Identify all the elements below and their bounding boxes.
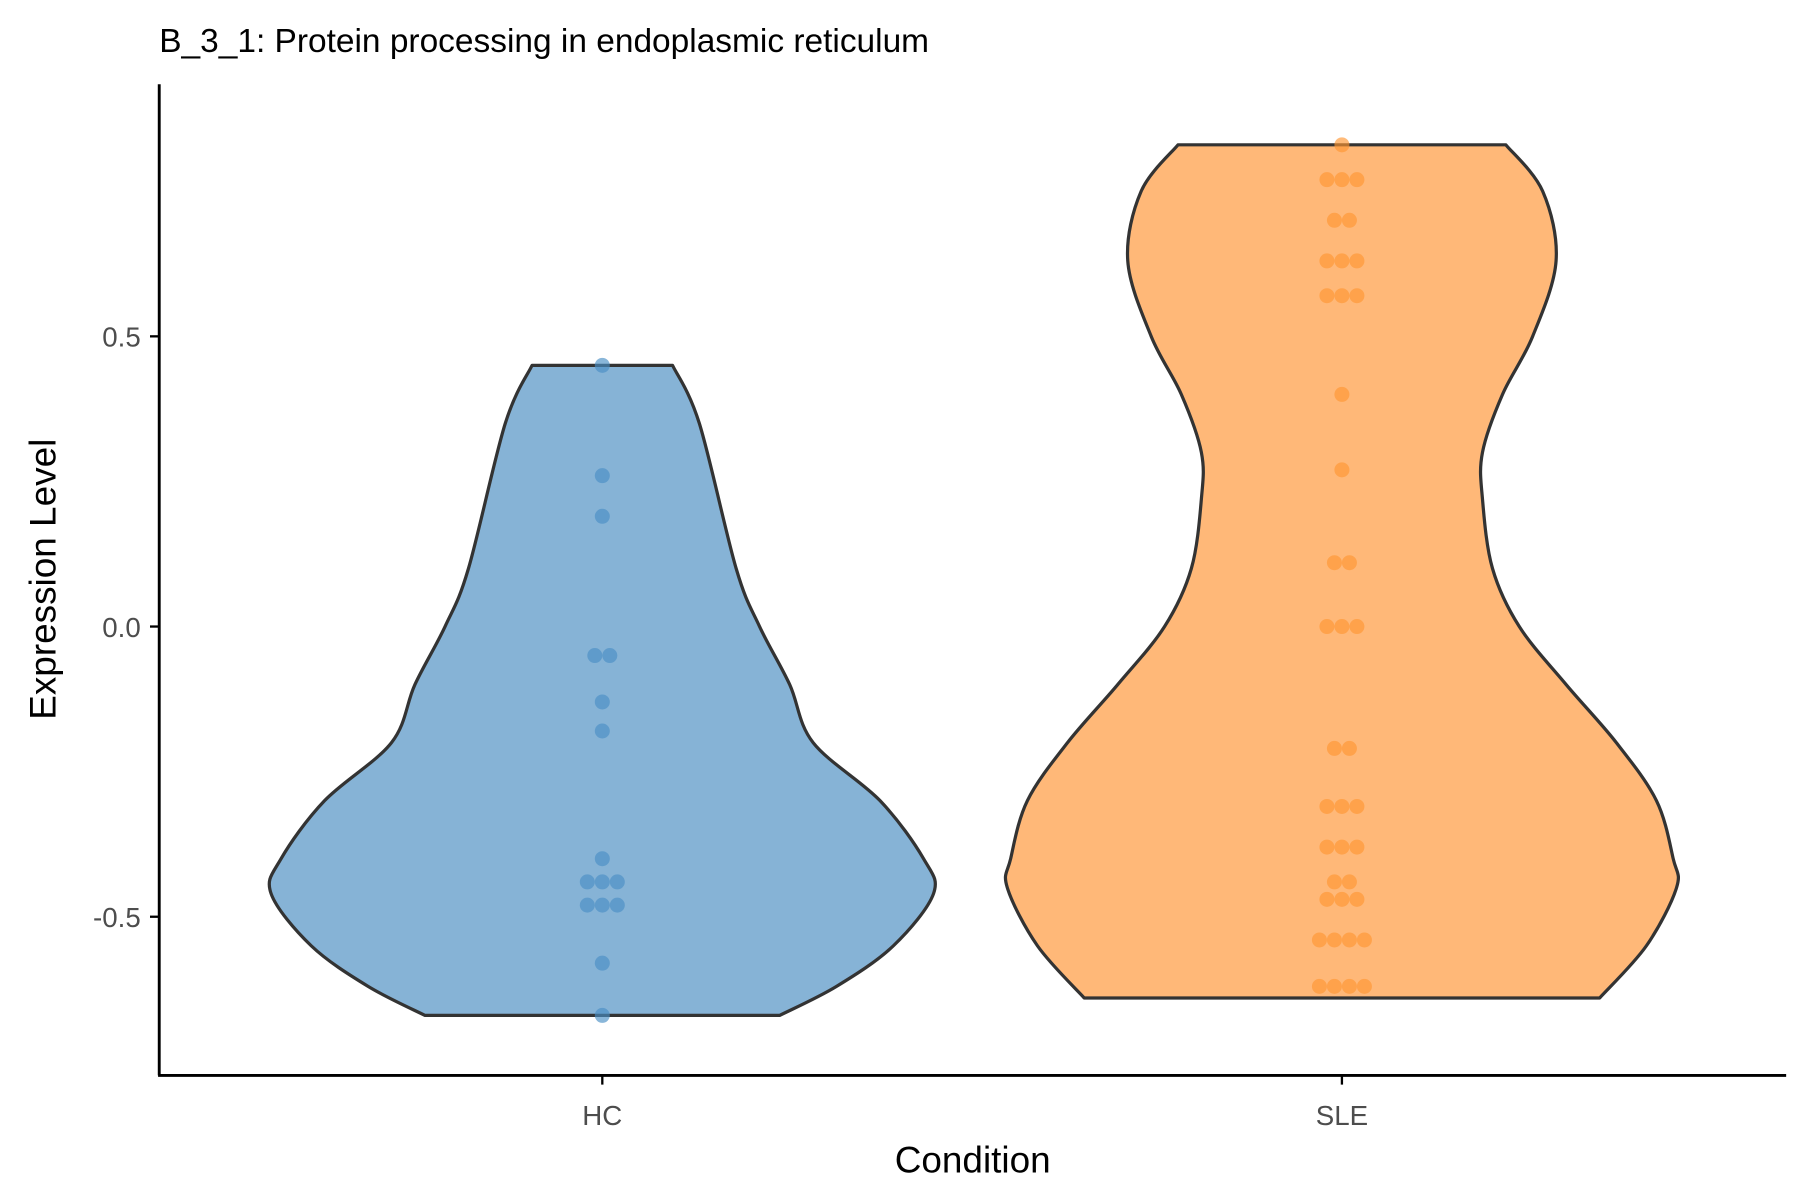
x-ticks: HC SLE <box>582 1075 1368 1131</box>
data-point-sle <box>1326 212 1342 228</box>
data-point-sle <box>1319 798 1335 814</box>
data-point-sle <box>1311 978 1327 994</box>
data-point-sle <box>1341 932 1357 948</box>
data-point-sle <box>1356 932 1372 948</box>
data-point-sle <box>1341 978 1357 994</box>
data-points <box>579 137 1372 1023</box>
data-point-sle <box>1334 798 1350 814</box>
data-point-sle <box>1341 740 1357 756</box>
y-axis-label: Expression Level <box>22 439 63 720</box>
data-point-hc <box>594 955 610 971</box>
x-tick-label-hc: HC <box>582 1100 622 1131</box>
data-point-sle <box>1326 978 1342 994</box>
data-point-sle <box>1326 740 1342 756</box>
chart-title: B_3_1: Protein processing in endoplasmic… <box>159 23 929 60</box>
data-point-sle <box>1349 253 1365 269</box>
y-tick-label: 0.0 <box>102 612 141 643</box>
data-point-hc <box>594 508 610 524</box>
y-ticks: -0.5 0.0 0.5 <box>93 322 160 933</box>
y-tick-label: 0.5 <box>102 322 141 353</box>
data-point-hc <box>602 648 618 664</box>
data-point-hc <box>594 694 610 710</box>
violins <box>267 143 1680 1018</box>
data-point-sle <box>1349 619 1365 635</box>
data-point-hc <box>587 648 603 664</box>
data-point-hc <box>579 897 595 913</box>
data-point-sle <box>1319 839 1335 855</box>
data-point-sle <box>1326 555 1342 571</box>
data-point-sle <box>1356 978 1372 994</box>
data-point-sle <box>1349 172 1365 188</box>
data-point-sle <box>1311 932 1327 948</box>
data-point-sle <box>1341 212 1357 228</box>
data-point-sle <box>1319 619 1335 635</box>
data-point-sle <box>1334 288 1350 304</box>
data-point-sle <box>1349 288 1365 304</box>
y-tick-label: -0.5 <box>93 902 141 933</box>
data-point-hc <box>594 874 610 890</box>
data-point-sle <box>1349 839 1365 855</box>
data-point-hc <box>594 1007 610 1023</box>
data-point-sle <box>1341 874 1357 890</box>
violin-sle <box>1003 143 1680 1000</box>
data-point-sle <box>1334 619 1350 635</box>
data-point-sle <box>1334 839 1350 855</box>
data-point-sle <box>1334 462 1350 478</box>
data-point-hc <box>594 723 610 739</box>
data-point-hc <box>579 874 595 890</box>
data-point-sle <box>1341 555 1357 571</box>
data-point-sle <box>1334 137 1350 153</box>
data-point-hc <box>594 851 610 867</box>
data-point-sle <box>1349 891 1365 907</box>
data-point-hc <box>594 357 610 373</box>
data-point-sle <box>1326 874 1342 890</box>
data-point-sle <box>1349 798 1365 814</box>
x-tick-label-sle: SLE <box>1316 1100 1368 1131</box>
data-point-hc <box>594 468 610 484</box>
data-point-hc <box>609 874 625 890</box>
data-point-sle <box>1319 253 1335 269</box>
data-point-sle <box>1334 386 1350 402</box>
data-point-hc <box>609 897 625 913</box>
data-point-hc <box>594 897 610 913</box>
data-point-sle <box>1326 932 1342 948</box>
data-point-sle <box>1319 288 1335 304</box>
data-point-sle <box>1334 891 1350 907</box>
data-point-sle <box>1319 172 1335 188</box>
data-point-sle <box>1334 253 1350 269</box>
x-axis-label: Condition <box>895 1139 1051 1180</box>
data-point-sle <box>1319 891 1335 907</box>
data-point-sle <box>1334 172 1350 188</box>
violin-hc <box>267 363 937 1018</box>
